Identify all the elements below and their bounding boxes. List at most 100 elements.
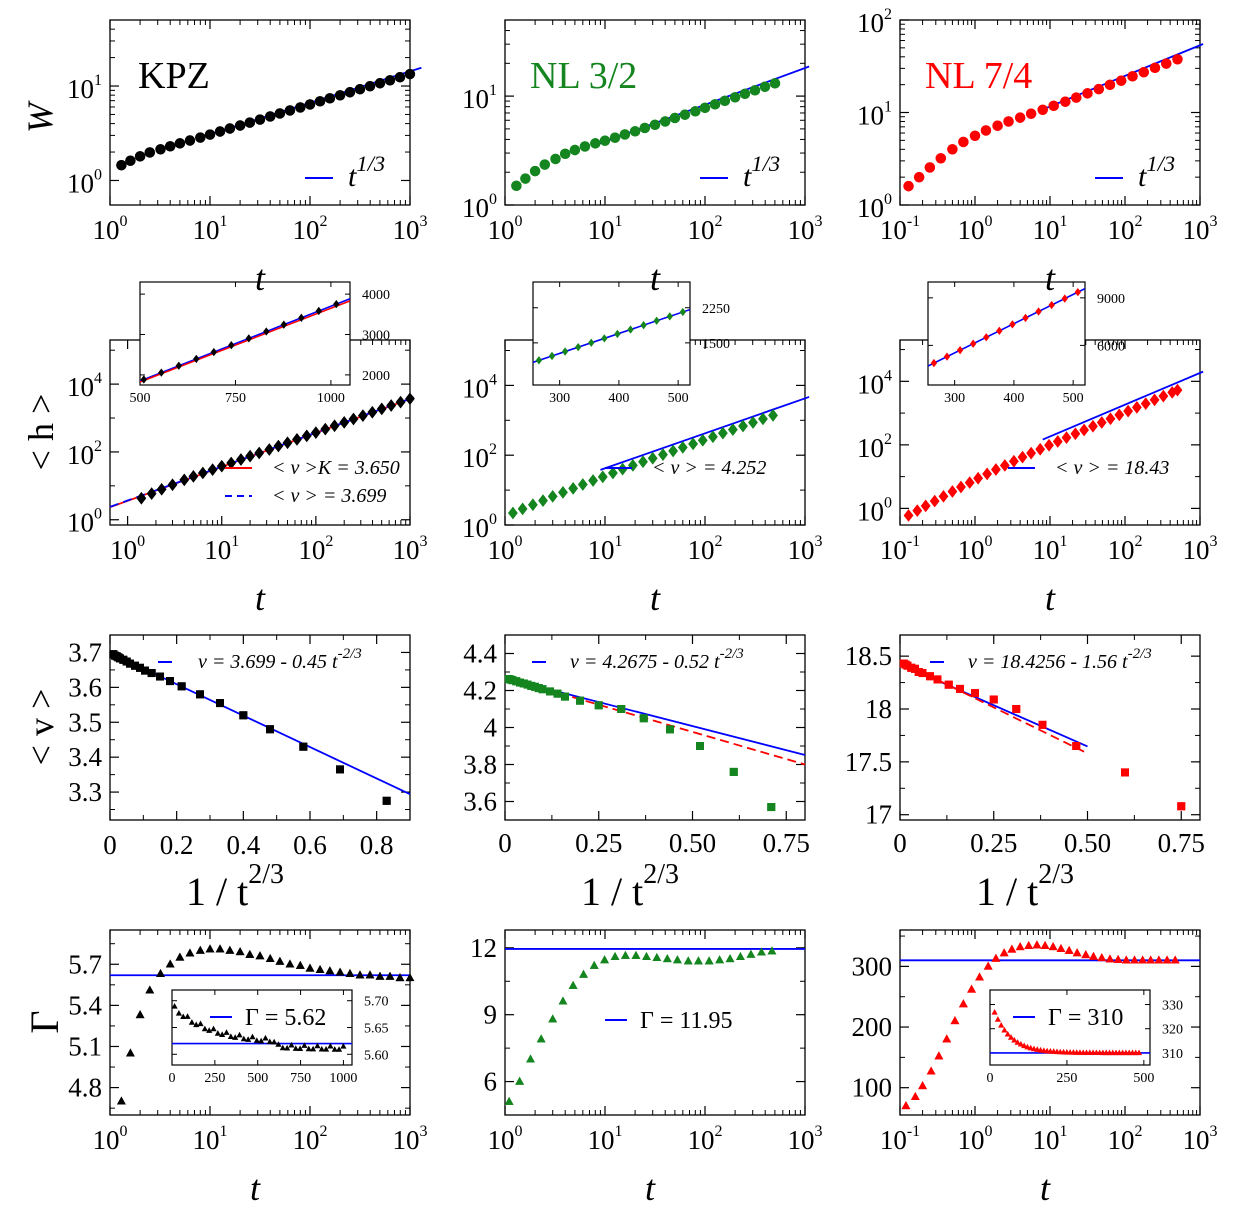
data-point	[185, 948, 195, 957]
y-tick-label: 100	[67, 166, 102, 198]
data-point	[709, 99, 721, 110]
data-point	[688, 437, 698, 451]
data-point	[1012, 705, 1021, 713]
chart-w_kpz: 100 101 102 103 100 101	[67, 19, 428, 245]
data-point	[320, 422, 331, 436]
data-point	[617, 705, 626, 713]
data-point	[329, 419, 340, 433]
x-tick-label: 100	[110, 533, 145, 565]
legend-label-v74: v = 18.4256 - 1.56 t-2/3	[968, 646, 1152, 673]
inset-point	[1048, 300, 1055, 310]
data-point	[913, 171, 925, 183]
inset-point	[262, 1034, 269, 1041]
inset-plot-area	[140, 298, 350, 384]
data-point	[1000, 459, 1010, 472]
panel-label-nl32: NL 3/2	[530, 55, 637, 97]
inset-point	[206, 1027, 213, 1033]
data-point	[920, 499, 931, 513]
y-tick-label: 4	[484, 713, 498, 743]
chart-g_nl74: 10-1 100 101 102 103 100 200 300	[852, 929, 1218, 1155]
inset-point	[1022, 313, 1029, 323]
data-point	[1172, 383, 1183, 397]
inset-point	[245, 334, 253, 343]
data-point	[678, 441, 688, 454]
data-point	[374, 78, 386, 89]
x-tick-label: 103	[788, 213, 823, 245]
data-point	[738, 419, 748, 433]
data-point	[1061, 431, 1072, 444]
data-point	[126, 1048, 135, 1057]
inset-point	[614, 329, 621, 339]
data-point	[668, 444, 678, 458]
inset-h_kpz: 500 750 1000 2000 3000 4000	[130, 281, 390, 406]
plot-frame	[109, 634, 411, 821]
data-point	[325, 966, 335, 975]
data-point	[146, 487, 157, 500]
inset-point	[1014, 1039, 1021, 1045]
data-point	[405, 392, 415, 405]
x-tick-label: 101	[1033, 213, 1068, 245]
inset-x-tick-label: 300	[944, 391, 965, 406]
data-point	[1048, 100, 1059, 112]
x-tick-label: 100	[958, 533, 993, 565]
inset-point	[340, 1043, 347, 1049]
data-point	[508, 506, 518, 520]
x-tick-label: 0.50	[1064, 828, 1111, 858]
inset-point	[601, 334, 608, 343]
inset-point	[983, 333, 990, 342]
x-tick-label: 100	[93, 213, 128, 245]
data-point	[757, 947, 766, 956]
data-point	[903, 180, 914, 192]
inset-x-tick-label: 250	[204, 1071, 225, 1086]
x-tick-label: 0.75	[763, 828, 810, 858]
x-axis-label-t: t	[1045, 578, 1056, 618]
data-point	[758, 412, 768, 426]
data-point	[736, 951, 745, 960]
x-axis-label-t: t	[250, 1168, 261, 1205]
inset-x-tick-label: 750	[225, 391, 246, 406]
data-point	[386, 399, 396, 412]
x-tick-label: 0	[103, 830, 117, 860]
data-point	[1167, 386, 1178, 399]
x-tick-label: 101	[588, 533, 623, 565]
x-tick-label: 101	[588, 213, 623, 245]
inset-point	[327, 1042, 334, 1049]
inset-point	[271, 1038, 278, 1045]
inset-point	[140, 375, 148, 384]
x-tick-label: 103	[1183, 1123, 1218, 1155]
inset-x-tick-label: 400	[608, 391, 629, 406]
legend-label-w: t1/3	[348, 151, 385, 193]
y-tick-label: 102	[462, 441, 497, 473]
inset-point	[214, 1030, 221, 1036]
x-tick-label: 0.25	[575, 828, 622, 858]
data-point	[405, 973, 415, 982]
data-point	[1154, 955, 1164, 964]
legend-label-v32: v = 4.2675 - 0.52 t-2/3	[570, 646, 744, 673]
inset-frame	[171, 989, 353, 1066]
inset-point	[253, 1037, 260, 1043]
data-point	[358, 409, 368, 422]
inset-h_nl74: 300 400 500 6000 9000	[927, 281, 1125, 406]
x-tick-label: 102	[293, 213, 328, 245]
inset-point	[1011, 1036, 1018, 1043]
y-tick-label: 101	[857, 99, 892, 131]
data-point	[364, 80, 376, 92]
data-point	[345, 969, 355, 978]
data-point	[1082, 88, 1093, 99]
inset-point	[288, 1041, 295, 1048]
inset-g_kpz: 0 250 500 750 1000 5.60 5.65 5.70	[169, 989, 389, 1086]
chart-v_kpz: 0 0.2 0.4 0.6 0.8 3.3 3.4 3.5 3.6 3.7	[68, 634, 411, 860]
fit-line	[1042, 370, 1204, 441]
x-axis-label-t: t	[645, 1168, 656, 1205]
data-point	[918, 1081, 927, 1090]
inset-point	[930, 358, 938, 368]
data-point	[136, 663, 144, 672]
data-point	[728, 423, 738, 436]
data-point	[1026, 446, 1036, 460]
data-point	[610, 951, 620, 960]
inset-point	[219, 1031, 226, 1037]
data-point	[983, 961, 993, 970]
inset-point	[1017, 1040, 1024, 1047]
data-point	[1038, 720, 1047, 729]
data-point	[631, 950, 641, 959]
